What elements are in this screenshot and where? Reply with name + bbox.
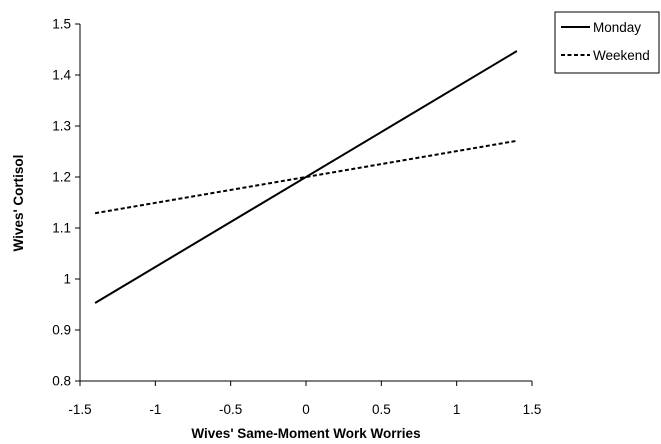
x-tick-label: 1.5 bbox=[523, 402, 542, 417]
x-tick-label: 0.5 bbox=[372, 402, 391, 417]
x-tick-label: 0 bbox=[302, 402, 310, 417]
x-tick-label: -1.5 bbox=[68, 402, 91, 417]
y-tick-label: 1.4 bbox=[52, 68, 71, 83]
x-tick-label: -0.5 bbox=[219, 402, 242, 417]
y-axis-title: Wives' Cortisol bbox=[11, 155, 26, 252]
y-tick-label: 0.9 bbox=[52, 323, 71, 338]
legend-label-weekend: Weekend bbox=[593, 48, 650, 63]
y-tick-label: 1.5 bbox=[52, 17, 71, 32]
legend-box bbox=[554, 11, 660, 74]
series-layer bbox=[94, 50, 518, 304]
y-tick-label: 0.8 bbox=[52, 374, 71, 389]
x-tick-label: -1 bbox=[149, 402, 161, 417]
y-tick-label: 1.1 bbox=[52, 221, 71, 236]
y-axis-ticks: 0.8 0.9 1 1.1 1.2 1.3 1.4 1.5 bbox=[52, 17, 80, 389]
x-tick-label: 1 bbox=[453, 402, 461, 417]
legend: Monday Weekend bbox=[554, 11, 660, 74]
series-line-monday bbox=[94, 50, 518, 304]
y-tick-label: 1.3 bbox=[52, 119, 71, 134]
legend-label-monday: Monday bbox=[593, 20, 641, 35]
y-tick-label: 1 bbox=[63, 272, 71, 287]
x-axis-title: Wives' Same-Moment Work Worries bbox=[191, 426, 420, 441]
y-tick-label: 1.2 bbox=[52, 170, 71, 185]
x-axis-ticks: -1.5 -1 -0.5 0 0.5 1 1.5 bbox=[68, 381, 541, 417]
